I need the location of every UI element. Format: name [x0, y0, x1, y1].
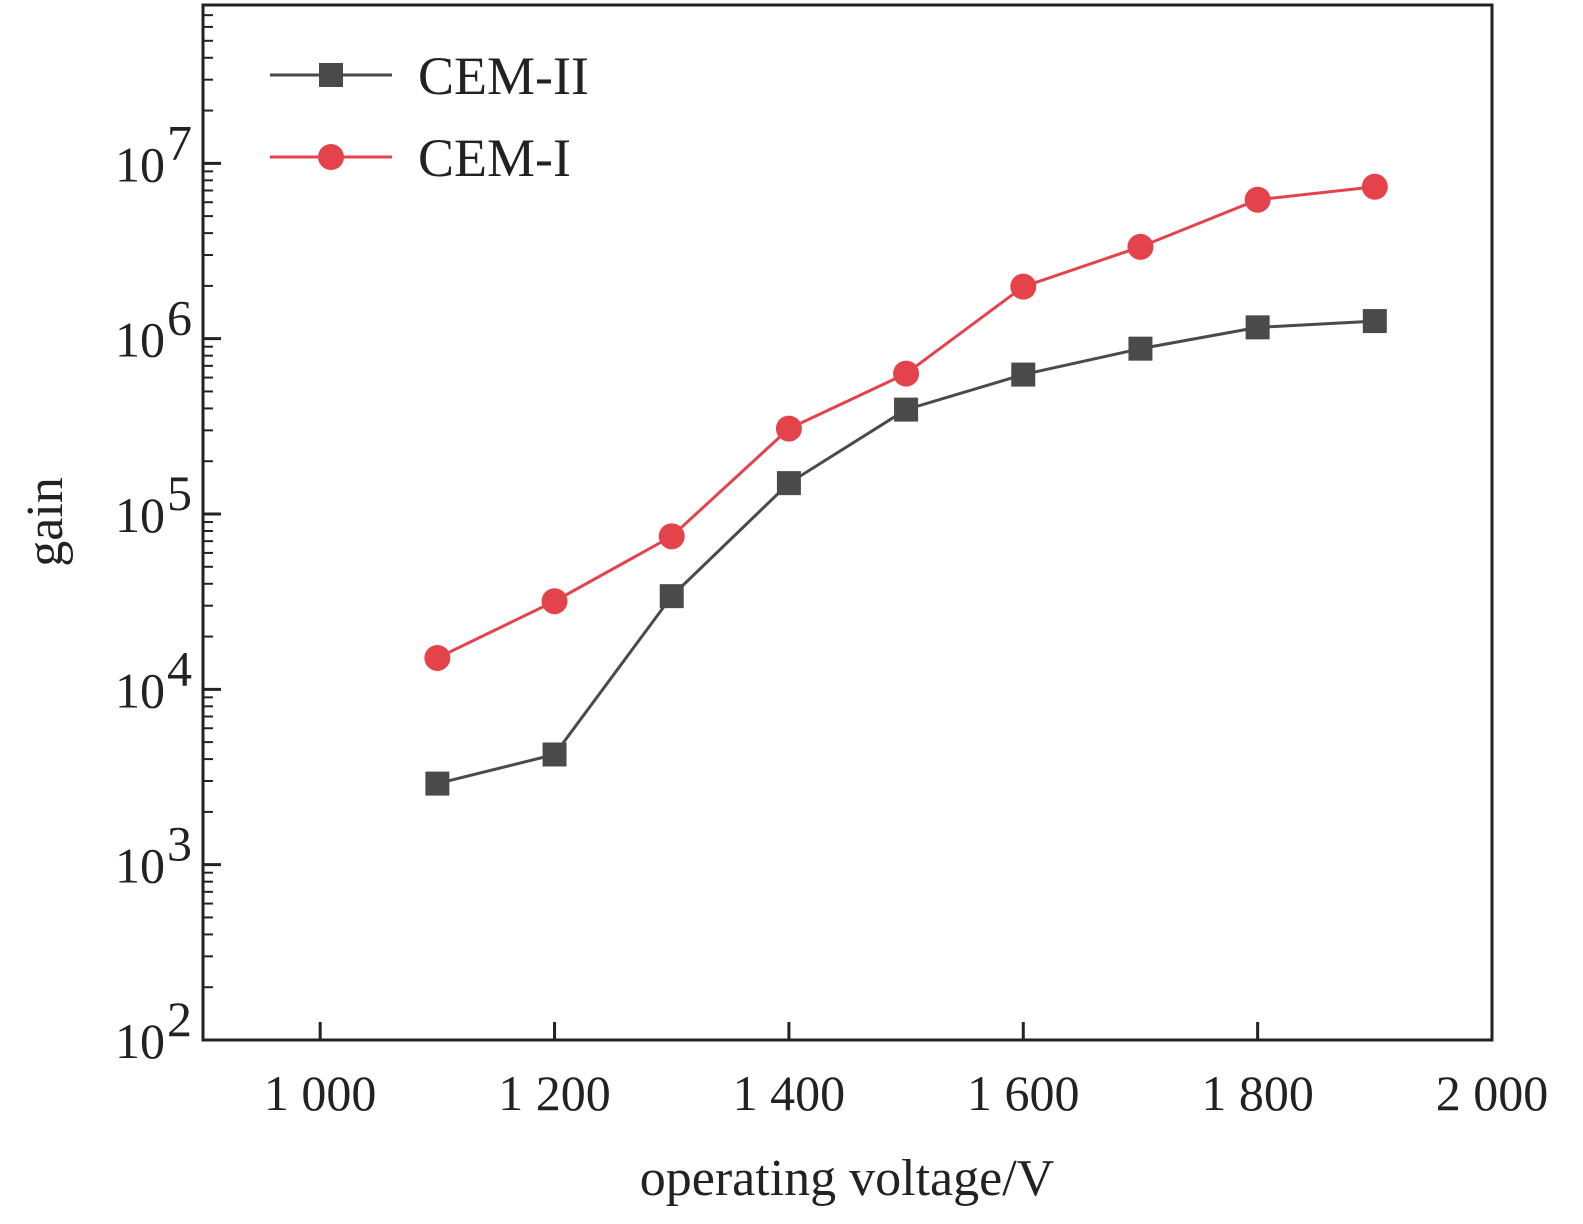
x-axis-title: operating voltage/V [640, 1150, 1054, 1207]
y-axis-title: gain [17, 477, 74, 567]
data-point-cem-i [1127, 233, 1154, 260]
legend-marker [319, 63, 343, 87]
legend: CEM-II CEM-I [270, 46, 589, 188]
data-point-cem-i [1244, 186, 1271, 213]
y-tick-label: 10 [115, 487, 165, 543]
y-tick-exponent: 5 [167, 465, 192, 521]
data-point-cem-i [1010, 273, 1037, 300]
data-point-cem-i [775, 415, 802, 442]
legend-label: CEM-II [418, 46, 589, 106]
data-point-cem-ii [894, 397, 919, 422]
data-point-cem-i [893, 360, 920, 387]
y-tick-label: 10 [115, 662, 165, 718]
legend-marker [318, 144, 344, 170]
data-point-cem-ii [1011, 362, 1036, 387]
data-point-cem-i [658, 523, 685, 550]
y-tick-label: 10 [115, 136, 165, 192]
series-line-cem-ii [437, 319, 1375, 786]
x-tick-label: 1 800 [1201, 1065, 1314, 1121]
data-point-cem-ii [542, 742, 567, 767]
y-tick-exponent: 4 [167, 640, 192, 696]
x-tick-label: 1 200 [498, 1065, 611, 1121]
data-point-cem-i [1361, 173, 1388, 200]
y-tick-exponent: 3 [167, 816, 192, 872]
data-point-cem-ii [1362, 309, 1387, 334]
x-tick-label: 1 600 [967, 1065, 1080, 1121]
y-tick-exponent: 7 [167, 114, 192, 170]
data-point-cem-i [541, 588, 568, 615]
series-layer [424, 173, 1388, 796]
x-tick-label: 2 000 [1436, 1065, 1549, 1121]
legend-label: CEM-I [418, 128, 571, 188]
x-tick-label: 1 000 [264, 1065, 377, 1121]
y-tick-exponent: 2 [167, 991, 192, 1047]
y-tick-label: 10 [115, 838, 165, 894]
data-point-cem-ii [1245, 315, 1270, 340]
data-point-cem-ii [659, 584, 684, 609]
plot-frame [201, 3, 1494, 1042]
x-tick-label: 1 400 [733, 1065, 846, 1121]
data-point-cem-i [424, 644, 451, 671]
data-point-cem-ii [1128, 336, 1153, 361]
y-tick-label: 10 [115, 1013, 165, 1069]
data-point-cem-ii [425, 771, 450, 796]
data-point-cem-ii [776, 471, 801, 496]
y-tick-exponent: 6 [167, 290, 192, 346]
series-line-cem-i [436, 185, 1375, 660]
y-tick-label: 10 [115, 312, 165, 368]
